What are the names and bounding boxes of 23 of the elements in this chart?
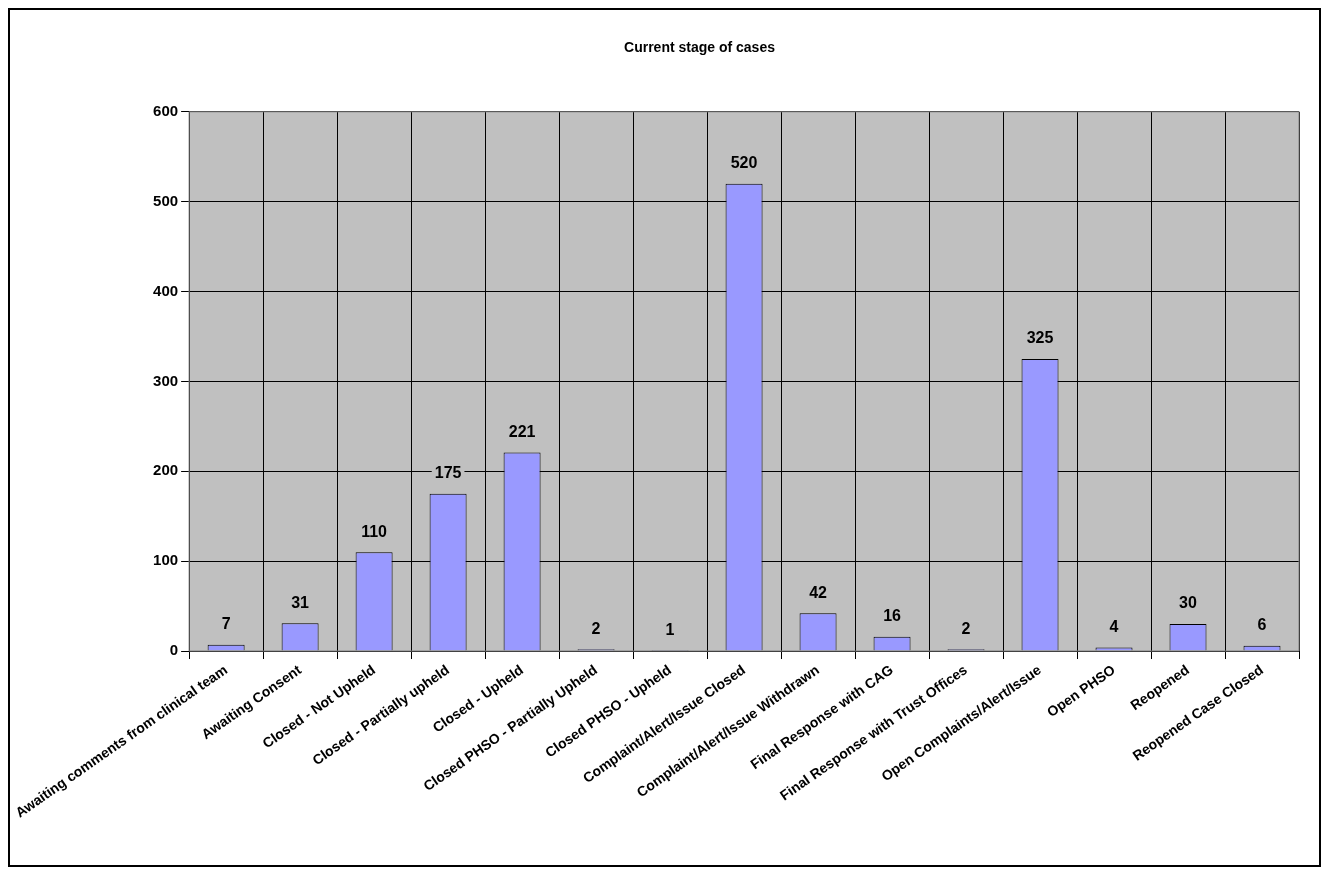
data-label: 221 <box>508 422 536 440</box>
data-label: 30 <box>1179 594 1198 612</box>
data-label: 7 <box>221 615 231 633</box>
data-label: 16 <box>883 607 902 625</box>
data-label: 2 <box>961 619 971 637</box>
y-tick-label: 200 <box>153 461 179 479</box>
y-tick-label: 0 <box>169 641 179 659</box>
y-tick-label: 500 <box>153 191 179 209</box>
data-label: 175 <box>434 464 462 482</box>
data-label: 31 <box>291 593 310 611</box>
data-label: 520 <box>730 154 758 172</box>
data-label: 1 <box>665 620 675 638</box>
y-tick-label: 600 <box>153 101 179 119</box>
data-label: 2 <box>591 619 601 637</box>
y-tick-label: 100 <box>153 551 179 569</box>
data-label: 325 <box>1026 329 1054 347</box>
y-tick-label: 300 <box>153 371 179 389</box>
chart-title: Current stage of cases <box>624 39 776 56</box>
data-label: 4 <box>1109 617 1119 635</box>
data-label: 42 <box>809 583 828 601</box>
data-label: 6 <box>1257 616 1267 634</box>
data-label: 110 <box>361 522 388 540</box>
y-tick-label: 400 <box>153 281 179 299</box>
